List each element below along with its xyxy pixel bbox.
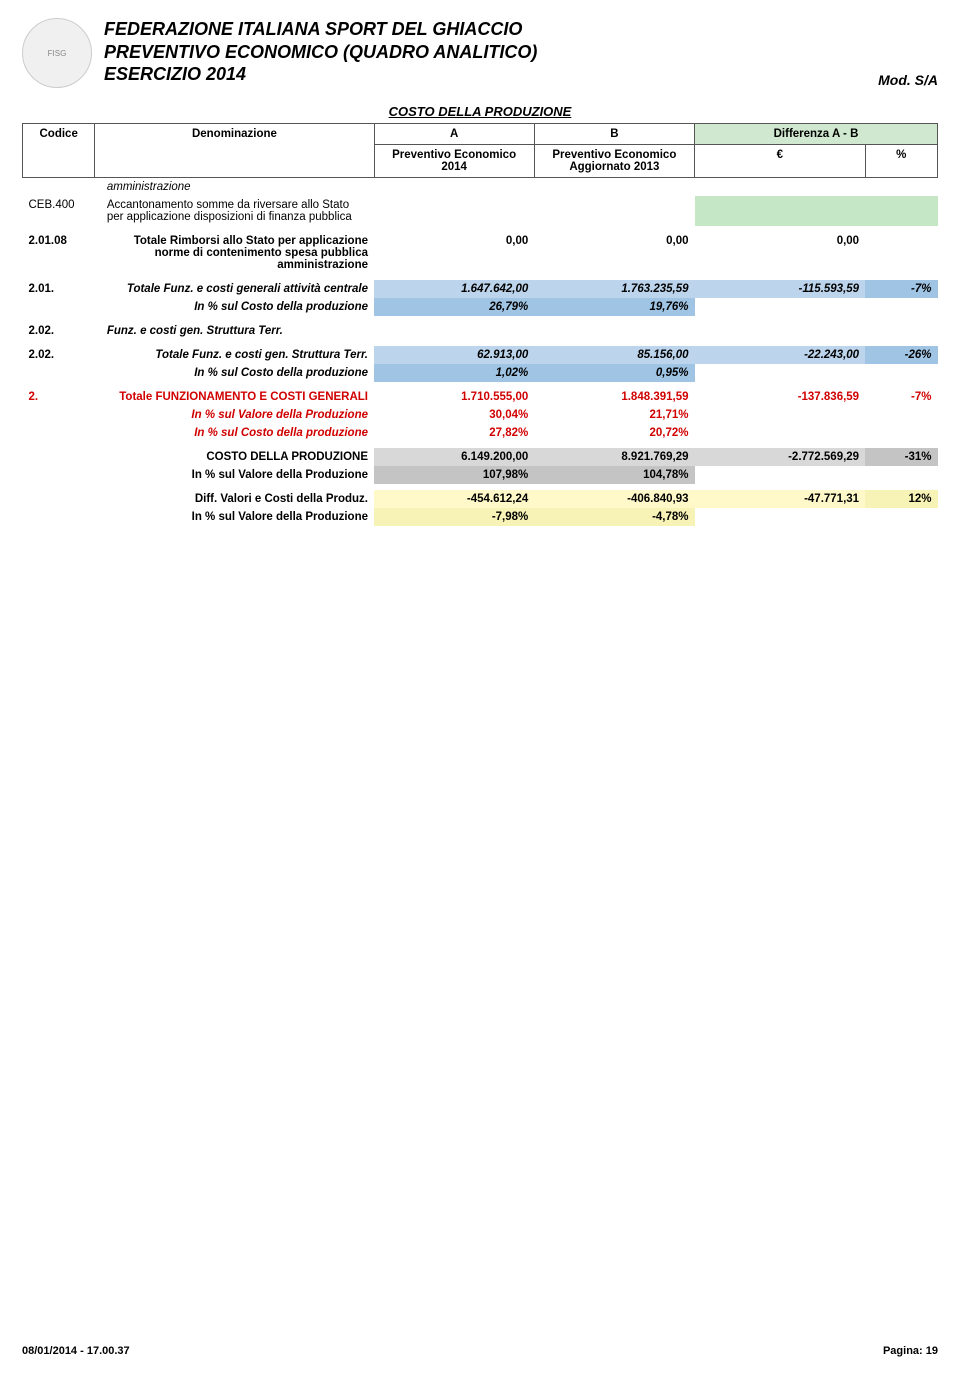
cell-desc: Totale Funz. e costi generali attività c… (95, 280, 374, 298)
footer-right: Pagina: 19 (883, 1345, 938, 1357)
table-row: 2.02. Totale Funz. e costi gen. Struttur… (23, 346, 938, 364)
cell-e: -2.772.569,29 (695, 448, 866, 466)
logo: FISG (22, 18, 92, 88)
cell-desc: Totale Funz. e costi gen. Struttura Terr… (95, 346, 374, 364)
cell-b: 8.921.769,29 (534, 448, 694, 466)
cell-desc: Totale FUNZIONAMENTO E COSTI GENERALI (95, 388, 374, 406)
table-row: Diff. Valori e Costi della Produz. -454.… (23, 490, 938, 508)
cell-a: 62.913,00 (374, 346, 534, 364)
cell-a: -454.612,24 (374, 490, 534, 508)
cell-a: 30,04% (374, 406, 534, 424)
table-row: 2.02. Funz. e costi gen. Struttura Terr. (23, 322, 938, 340)
cell-desc: In % sul Valore della Produzione (95, 466, 374, 484)
cell-e: -115.593,59 (695, 280, 866, 298)
cell-code: 2.01.08 (23, 232, 95, 274)
cell-b: 0,95% (534, 364, 694, 382)
title-line3: ESERCIZIO 2014 (104, 63, 866, 86)
cell-desc: In % sul Costo della produzione (95, 364, 374, 382)
cell-p: -7% (865, 388, 937, 406)
table-row: amministrazione (23, 178, 938, 197)
table-row: CEB.400 Accantonamento somme da riversar… (23, 196, 938, 226)
table-row: In % sul Costo della produzione 27,82% 2… (23, 424, 938, 442)
cell-b: 104,78% (534, 466, 694, 484)
cell-desc: COSTO DELLA PRODUZIONE (95, 448, 374, 466)
th-codice: Codice (23, 124, 95, 178)
cell-p (865, 232, 937, 274)
cell-b: 1.763.235,59 (534, 280, 694, 298)
cell-p: -7% (865, 280, 937, 298)
cell-a: 1,02% (374, 364, 534, 382)
cell-b: 19,76% (534, 298, 694, 316)
table-row: In % sul Valore della Produzione -7,98% … (23, 508, 938, 526)
cell-p: 12% (865, 490, 937, 508)
cell-a: -7,98% (374, 508, 534, 526)
title-line1: FEDERAZIONE ITALIANA SPORT DEL GHIACCIO (104, 18, 866, 41)
th-euro: € (695, 145, 866, 178)
table-row: 2. Totale FUNZIONAMENTO E COSTI GENERALI… (23, 388, 938, 406)
cell-b: 0,00 (534, 232, 694, 274)
main-table: Codice Denominazione A B Differenza A - … (22, 123, 938, 526)
title-line2: PREVENTIVO ECONOMICO (QUADRO ANALITICO) (104, 41, 866, 64)
table-row: COSTO DELLA PRODUZIONE 6.149.200,00 8.92… (23, 448, 938, 466)
th-denom: Denominazione (95, 124, 374, 178)
th-b: B (534, 124, 694, 145)
thead-row-1: Codice Denominazione A B Differenza A - … (23, 124, 938, 145)
footer-left: 08/01/2014 - 17.00.37 (22, 1345, 130, 1357)
cell-desc: In % sul Costo della produzione (95, 298, 374, 316)
cell-code: CEB.400 (23, 196, 95, 226)
cell-desc: Diff. Valori e Costi della Produz. (95, 490, 374, 508)
footer: 08/01/2014 - 17.00.37 Pagina: 19 (22, 1345, 938, 1357)
section-title: COSTO DELLA PRODUZIONE (22, 104, 938, 119)
cell-e: -137.836,59 (695, 388, 866, 406)
cell-code: 2.02. (23, 322, 95, 340)
cell-b: 1.848.391,59 (534, 388, 694, 406)
cell-a: 26,79% (374, 298, 534, 316)
cell-e: 0,00 (695, 232, 866, 274)
cell-e (695, 196, 866, 226)
cell-a: 0,00 (374, 232, 534, 274)
cell-a: 1.647.642,00 (374, 280, 534, 298)
cell-code: 2.01. (23, 280, 95, 298)
title-block: FEDERAZIONE ITALIANA SPORT DEL GHIACCIO … (104, 18, 866, 86)
cell-a: 27,82% (374, 424, 534, 442)
th-diff: Differenza A - B (695, 124, 938, 145)
table-row: In % sul Valore della Produzione 30,04% … (23, 406, 938, 424)
cell-code: 2. (23, 388, 95, 406)
cell-b: 85.156,00 (534, 346, 694, 364)
cell-b: -406.840,93 (534, 490, 694, 508)
page: FISG FEDERAZIONE ITALIANA SPORT DEL GHIA… (0, 0, 960, 544)
cell-b: -4,78% (534, 508, 694, 526)
table-row: 2.01. Totale Funz. e costi generali atti… (23, 280, 938, 298)
th-prev-b: Preventivo Economico Aggiornato 2013 (534, 145, 694, 178)
header: FISG FEDERAZIONE ITALIANA SPORT DEL GHIA… (22, 18, 938, 88)
cell-p: -31% (865, 448, 937, 466)
cell-desc: Funz. e costi gen. Struttura Terr. (95, 322, 374, 340)
th-a: A (374, 124, 534, 145)
cell-a: 1.710.555,00 (374, 388, 534, 406)
th-prev-a: Preventivo Economico 2014 (374, 145, 534, 178)
cell-desc: Totale Rimborsi allo Stato per applicazi… (95, 232, 374, 274)
cell-b: 21,71% (534, 406, 694, 424)
mod-label: Mod. S/A (878, 72, 938, 88)
cell-code: 2.02. (23, 346, 95, 364)
cell-e: -47.771,31 (695, 490, 866, 508)
table-row: In % sul Costo della produzione 1,02% 0,… (23, 364, 938, 382)
cell-a: 107,98% (374, 466, 534, 484)
cell-desc: In % sul Costo della produzione (95, 424, 374, 442)
table-row: 2.01.08 Totale Rimborsi allo Stato per a… (23, 232, 938, 274)
cell-p: -26% (865, 346, 937, 364)
th-pct: % (865, 145, 937, 178)
cell-e: -22.243,00 (695, 346, 866, 364)
table-row: In % sul Valore della Produzione 107,98%… (23, 466, 938, 484)
cell-p (865, 196, 937, 226)
cell-desc: amministrazione (95, 178, 374, 197)
cell-desc: Accantonamento somme da riversare allo S… (95, 196, 374, 226)
cell-desc: In % sul Valore della Produzione (95, 406, 374, 424)
cell-a: 6.149.200,00 (374, 448, 534, 466)
cell-desc: In % sul Valore della Produzione (95, 508, 374, 526)
table-row: In % sul Costo della produzione 26,79% 1… (23, 298, 938, 316)
cell-b: 20,72% (534, 424, 694, 442)
